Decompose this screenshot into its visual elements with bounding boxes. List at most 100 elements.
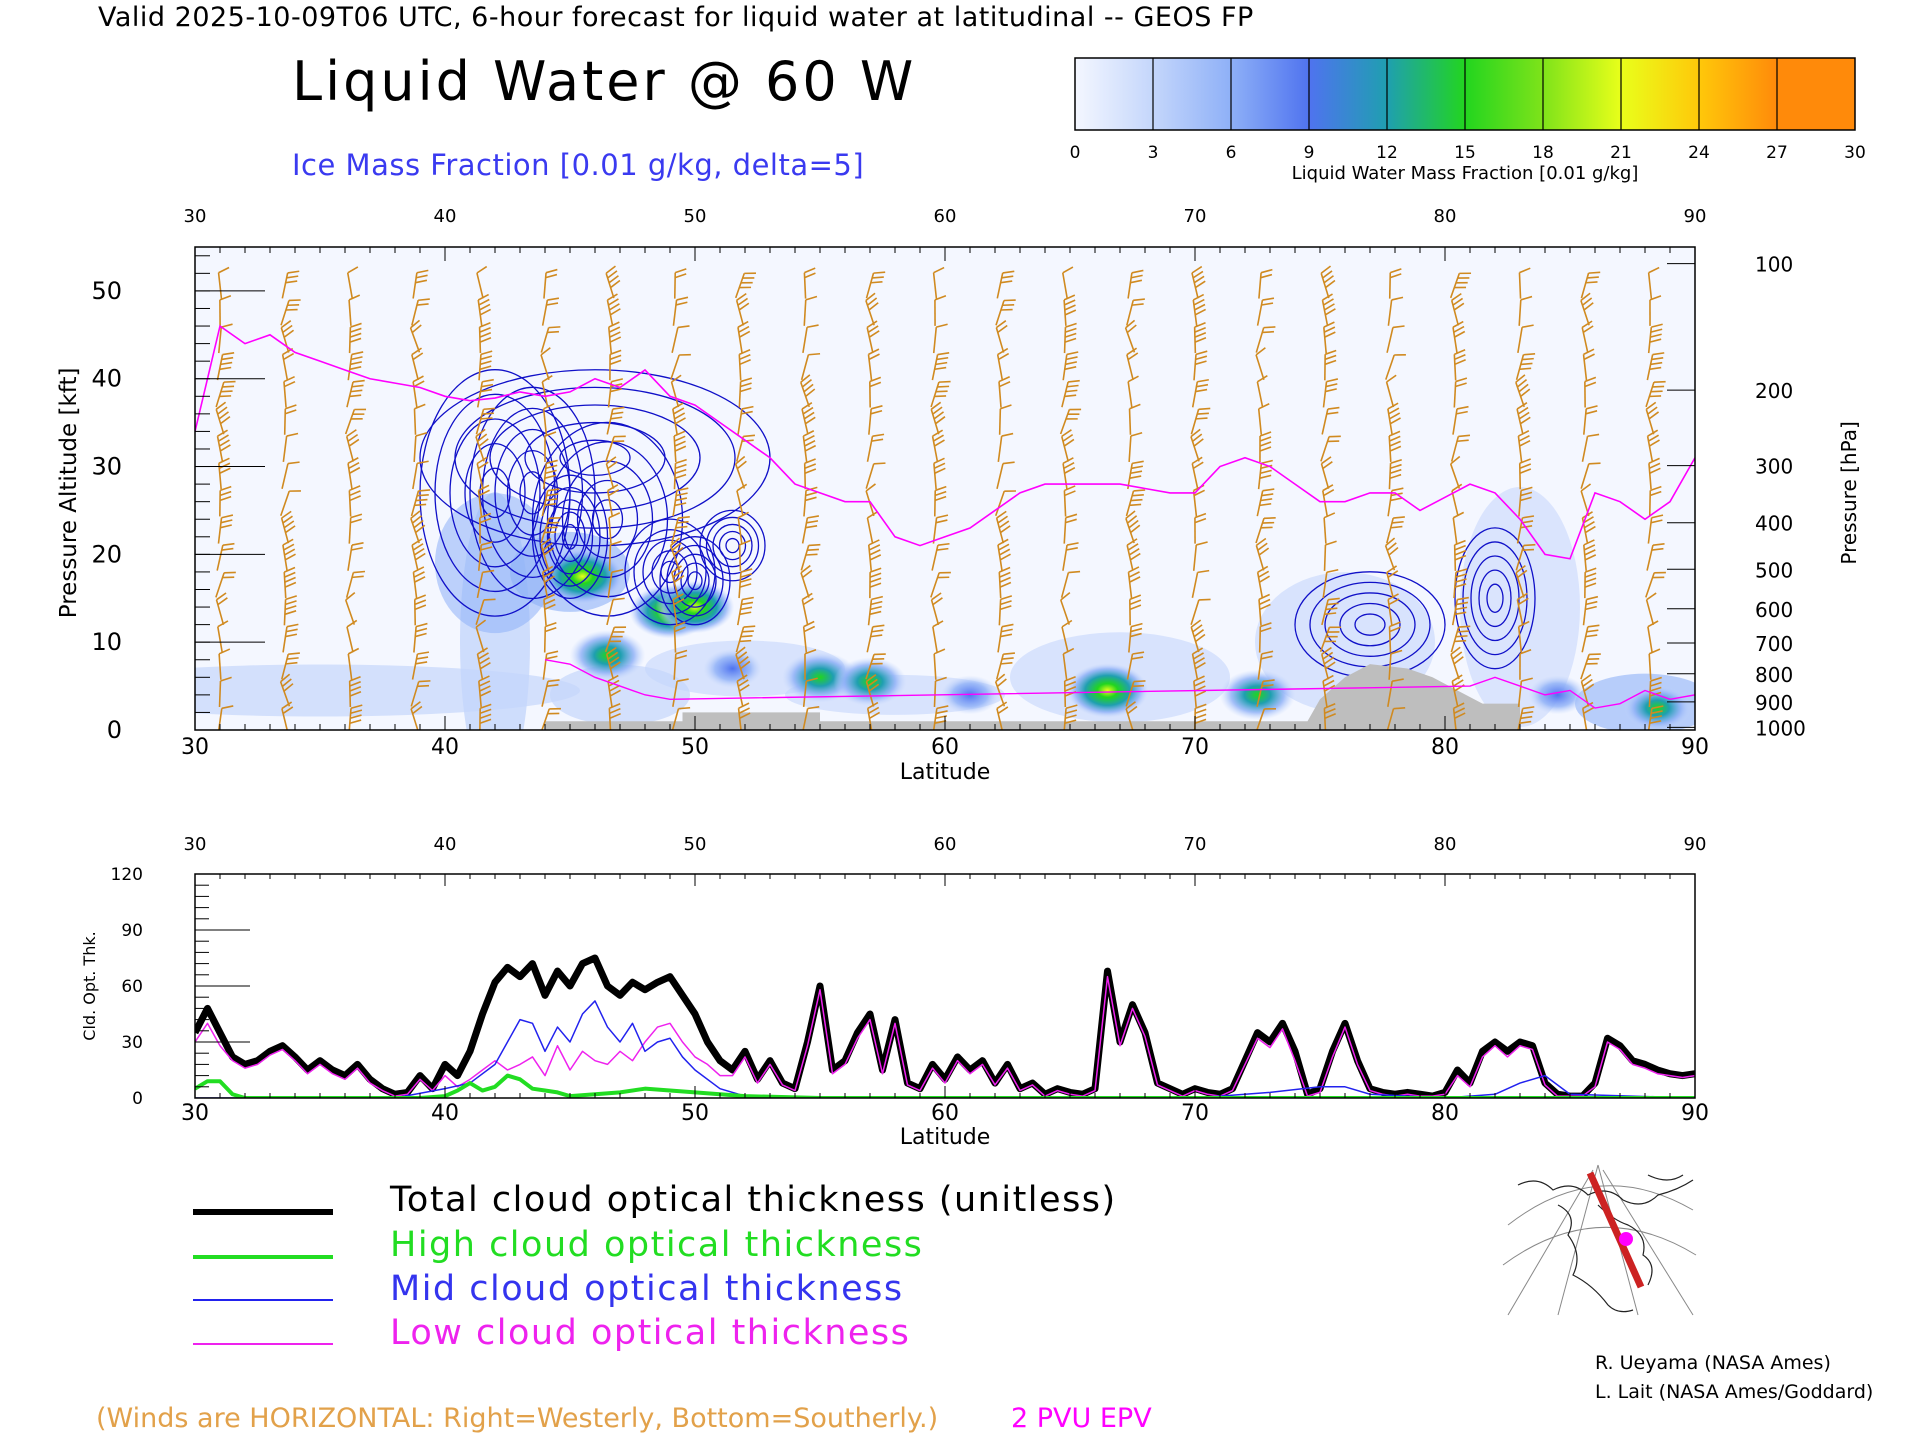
wind-barb-feather: [545, 655, 558, 660]
wind-barb-feather: [605, 265, 616, 274]
wind-barb: [1190, 407, 1211, 435]
wind-barb-feather: [479, 703, 492, 709]
wind-barb-feather: [1132, 494, 1144, 497]
wind-barb-feather: [417, 651, 430, 655]
wind-barb-feather: [1190, 619, 1202, 628]
wind-barb-feather: [1061, 429, 1072, 438]
pressure-tick-label: 100: [1755, 253, 1793, 277]
wind-barb: [217, 266, 230, 299]
ice-contour: [699, 509, 766, 582]
wind-barb: [1256, 374, 1268, 408]
wind-barb-feather: [868, 302, 879, 311]
wind-barb-staff: [1062, 653, 1068, 680]
wind-barb-feather: [736, 292, 747, 301]
wind-barb-feather: [219, 495, 232, 502]
wind-barb-feather: [1259, 627, 1272, 633]
wind-barb: [1129, 594, 1142, 626]
wind-barb: [673, 649, 688, 680]
wind-barb: [218, 457, 231, 490]
wind-barb-feather: [480, 350, 493, 356]
wind-barb-feather: [1651, 323, 1663, 328]
wind-barb-feather: [543, 570, 555, 578]
wind-barb-feather: [1264, 707, 1276, 710]
polar-map-icon: [1498, 1164, 1697, 1317]
wind-barb-feather: [1454, 539, 1466, 546]
wind-barb-feather: [740, 568, 753, 573]
wind-barb: [476, 647, 491, 680]
wind-barb-feather: [743, 625, 756, 628]
wind-barb: [1647, 266, 1660, 299]
wind-barb-staff: [1385, 354, 1395, 380]
wind-barb-feather: [609, 336, 622, 343]
wind-barb: [348, 513, 363, 544]
main-bottom-tick-label: 90: [1681, 735, 1709, 760]
wind-barb-feather: [1391, 296, 1404, 301]
colorbar-tick-label: 24: [1688, 143, 1710, 163]
wind-barb-feather: [1523, 543, 1536, 547]
wind-barb: [1453, 349, 1466, 381]
wind-barb-feather: [1129, 475, 1142, 479]
wind-barb-feather: [738, 349, 751, 356]
wind-barb-feather: [1066, 542, 1079, 546]
wind-barb-feather: [1255, 537, 1267, 547]
wind-barb-feather: [1130, 622, 1143, 628]
wind-barb-feather: [742, 596, 754, 601]
wind-barb-feather: [675, 649, 688, 655]
main-top-tick-label: 30: [184, 206, 207, 227]
wind-barb-feather: [220, 416, 231, 425]
wind-barb-feather: [739, 583, 752, 588]
wind-barb-feather: [416, 303, 429, 306]
wind-barb-feather: [870, 662, 883, 665]
wind-barb-feather: [1064, 681, 1077, 687]
wind-barb: [801, 515, 820, 544]
wind-barb-feather: [1454, 286, 1467, 289]
wind-barb-feather: [1323, 275, 1334, 284]
wind-barb-feather: [1066, 547, 1078, 551]
wind-barb: [669, 537, 684, 571]
wind-barb-feather: [1454, 583, 1467, 588]
wind-barb-feather: [1453, 656, 1464, 665]
wind-barb-feather: [932, 429, 944, 437]
wind-barb-feather: [804, 463, 817, 469]
wind-barb: [1451, 483, 1463, 517]
wind-barb-staff: [933, 653, 937, 680]
wind-barb-feather: [1325, 279, 1336, 289]
wind-barb-feather: [1520, 388, 1531, 398]
wind-barb-feather: [478, 298, 490, 306]
wind-barb-feather: [1389, 621, 1401, 628]
wind-barb: [279, 673, 294, 707]
wind-barb-feather: [673, 598, 685, 606]
wind-barb-feather: [1127, 705, 1138, 715]
wind-barb-feather: [1455, 578, 1467, 583]
wind-barb: [412, 269, 429, 299]
wind-barb-feather: [1128, 519, 1139, 529]
wind-barb-feather: [1324, 308, 1336, 316]
wind-barb-staff: [1518, 272, 1522, 299]
wind-barb-feather: [544, 627, 557, 633]
wind-barb: [671, 516, 690, 544]
wind-barb-feather: [1648, 434, 1660, 442]
wind-barb-staff: [607, 572, 613, 599]
wind-barb-feather: [219, 439, 230, 447]
wind-barb-feather: [1519, 458, 1531, 464]
colorbar-segment: [1699, 58, 1778, 130]
wind-barb-feather: [221, 323, 233, 328]
wind-barb-staff: [217, 626, 223, 653]
wind-barb-feather: [1193, 275, 1205, 284]
wind-barb-feather: [1457, 630, 1469, 633]
wind-barb-feather: [678, 516, 690, 519]
wind-barb-feather: [286, 275, 299, 279]
wind-barb-feather: [1324, 303, 1335, 311]
ice-contour: [464, 442, 526, 543]
wind-barb: [1191, 456, 1204, 490]
wind-barb: [869, 567, 882, 599]
wind-barb-feather: [805, 416, 816, 425]
wind-barb-feather: [1131, 303, 1144, 306]
wind-barb: [609, 349, 622, 381]
wind-barb: [998, 595, 1013, 626]
wind-barb-feather: [218, 648, 231, 655]
wind-barb-feather: [674, 445, 687, 452]
wind-barb-feather: [803, 411, 815, 420]
wind-barb-feather: [1585, 281, 1598, 284]
wind-barb-feather: [936, 547, 949, 551]
